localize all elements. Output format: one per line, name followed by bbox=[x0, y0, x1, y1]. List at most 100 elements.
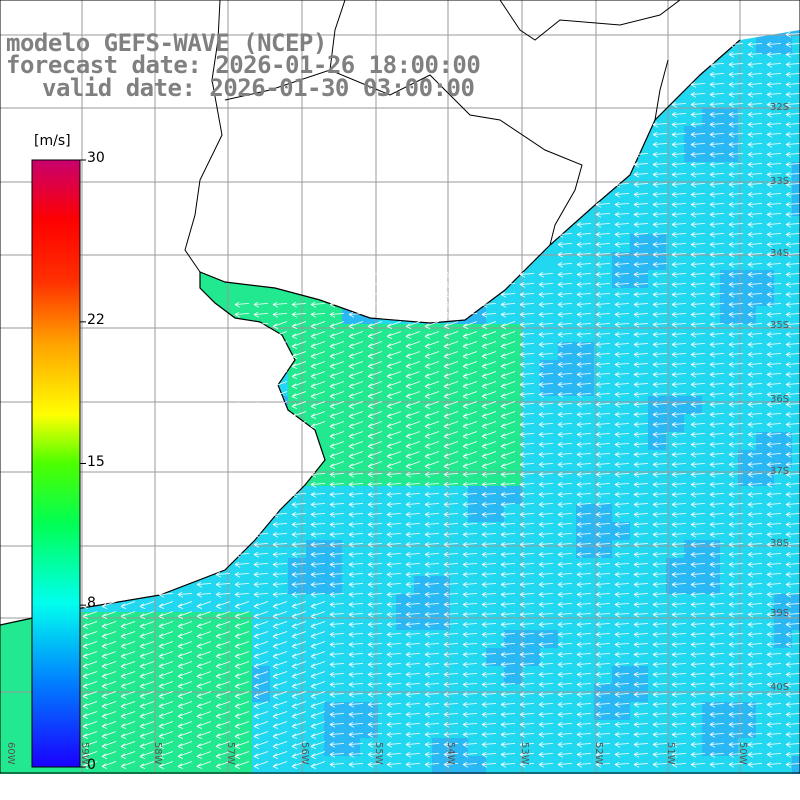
wind-arrow bbox=[785, 401, 800, 408]
wind-arrow bbox=[291, 531, 307, 538]
wind-arrow bbox=[500, 691, 516, 698]
wind-arrow bbox=[215, 601, 231, 610]
wind-arrow bbox=[728, 741, 744, 748]
wind-arrow bbox=[671, 711, 687, 718]
wind-arrow bbox=[348, 701, 364, 708]
wind-arrow bbox=[766, 611, 782, 618]
wind-arrow bbox=[633, 611, 649, 618]
wind-arrow bbox=[633, 421, 649, 428]
wind-arrow bbox=[747, 451, 763, 458]
wind-arrow bbox=[576, 391, 592, 398]
wind-arrow bbox=[557, 741, 573, 748]
wind-arrows bbox=[82, 31, 800, 770]
wind-arrow bbox=[500, 741, 516, 748]
wind-arrow bbox=[671, 261, 687, 268]
wind-arrow bbox=[690, 261, 706, 268]
wind-arrow bbox=[234, 721, 250, 730]
wind-arrow bbox=[462, 761, 478, 768]
wind-arrow bbox=[348, 751, 364, 758]
wind-arrow bbox=[538, 731, 554, 738]
wind-arrow bbox=[462, 561, 478, 568]
wind-arrow bbox=[405, 431, 421, 440]
wind-arrow bbox=[652, 691, 668, 698]
wind-arrow bbox=[177, 681, 193, 690]
wind-arrow bbox=[177, 611, 193, 620]
wind-arrow bbox=[709, 491, 725, 498]
wind-arrow bbox=[329, 321, 345, 330]
wind-arrow bbox=[291, 501, 307, 508]
wind-arrow bbox=[633, 301, 649, 308]
wind-arrow bbox=[329, 351, 345, 360]
wind-arrow bbox=[785, 621, 800, 628]
colorbar bbox=[31, 159, 81, 768]
wind-arrow bbox=[747, 681, 763, 688]
wind-arrow bbox=[614, 441, 630, 448]
wind-arrow bbox=[595, 411, 611, 418]
wind-arrow bbox=[196, 691, 212, 700]
wind-arrow bbox=[652, 631, 668, 638]
wind-arrow bbox=[633, 681, 649, 688]
wind-arrow bbox=[728, 701, 744, 708]
wind-arrow bbox=[576, 241, 592, 248]
wind-arrow bbox=[386, 411, 402, 420]
wind-arrow bbox=[785, 731, 800, 738]
wind-arrow bbox=[557, 471, 573, 478]
wind-arrow bbox=[538, 491, 554, 498]
wind-arrow bbox=[633, 441, 649, 448]
wind-arrow bbox=[291, 751, 307, 760]
wind-arrow bbox=[424, 451, 440, 460]
wind-arrow bbox=[633, 741, 649, 748]
wind-arrow bbox=[557, 381, 573, 388]
wind-arrow bbox=[766, 171, 782, 178]
wind-arrow bbox=[576, 621, 592, 628]
wind-arrow bbox=[652, 191, 668, 198]
wind-arrow bbox=[386, 471, 402, 478]
wind-arrow bbox=[234, 321, 250, 328]
wind-arrow bbox=[158, 651, 174, 660]
wind-arrow bbox=[500, 611, 516, 618]
wind-arrow bbox=[766, 301, 782, 308]
wind-arrow bbox=[405, 341, 421, 350]
wind-arrow bbox=[576, 501, 592, 508]
wind-arrow bbox=[747, 361, 763, 368]
wind-arrow bbox=[538, 431, 554, 438]
wind-arrow bbox=[557, 531, 573, 538]
wind-arrow bbox=[386, 581, 402, 588]
wind-arrow bbox=[538, 481, 554, 488]
wind-arrow bbox=[595, 251, 611, 258]
wind-arrow bbox=[253, 591, 269, 598]
wind-arrow bbox=[576, 221, 592, 228]
wind-arrow bbox=[234, 731, 250, 740]
wind-arrow bbox=[633, 701, 649, 708]
wind-arrow bbox=[443, 591, 459, 598]
wind-arrow bbox=[310, 701, 326, 710]
wind-arrow bbox=[348, 471, 364, 478]
wind-arrow bbox=[158, 691, 174, 700]
wind-arrow bbox=[633, 691, 649, 698]
wind-arrow bbox=[443, 511, 459, 518]
wind-arrow bbox=[709, 261, 725, 268]
wind-arrow bbox=[595, 391, 611, 398]
wind-arrow bbox=[557, 321, 573, 328]
wind-arrow bbox=[595, 661, 611, 668]
wind-arrow bbox=[766, 661, 782, 668]
wind-arrow bbox=[82, 711, 98, 720]
wind-arrow bbox=[519, 481, 535, 488]
wind-arrow bbox=[671, 731, 687, 738]
wind-arrow bbox=[690, 141, 706, 148]
wind-arrow bbox=[785, 51, 800, 58]
wind-arrow bbox=[481, 601, 497, 608]
wind-arrow bbox=[709, 141, 725, 148]
wind-arrow bbox=[652, 311, 668, 318]
wind-arrow bbox=[709, 581, 725, 588]
wind-arrow bbox=[348, 731, 364, 738]
wind-arrow bbox=[272, 601, 288, 610]
wind-arrow bbox=[405, 751, 421, 758]
wind-arrow bbox=[310, 351, 326, 360]
wind-arrow bbox=[443, 521, 459, 528]
wind-arrow bbox=[747, 441, 763, 448]
wind-arrow bbox=[747, 371, 763, 378]
colorbar-tick-label: 30 bbox=[87, 150, 105, 166]
wind-arrow bbox=[633, 251, 649, 258]
wind-arrow bbox=[614, 271, 630, 278]
